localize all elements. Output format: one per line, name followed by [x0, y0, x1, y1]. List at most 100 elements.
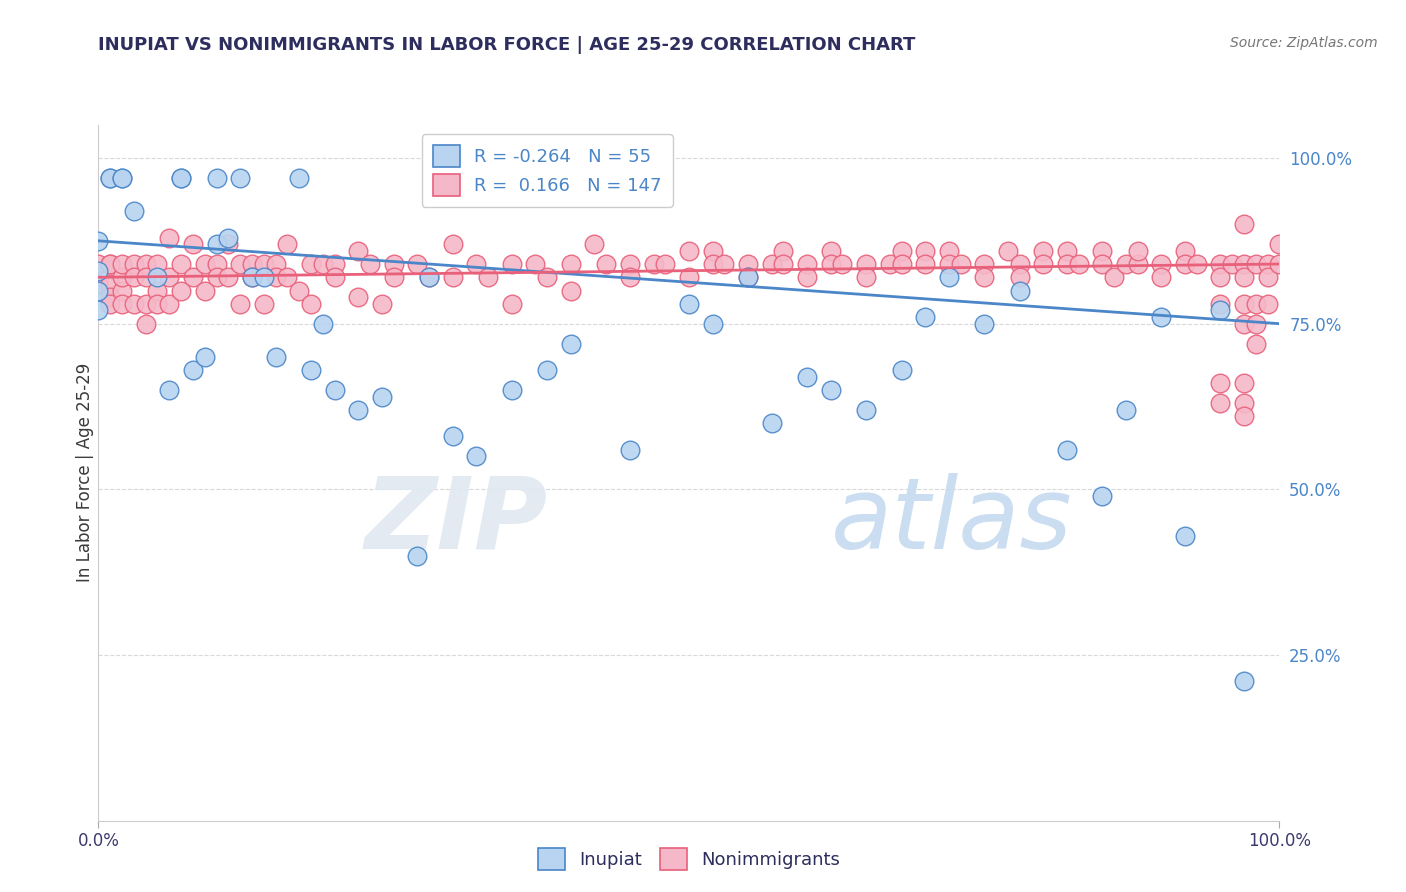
Point — [111, 170, 134, 185]
Text: atlas: atlas — [831, 473, 1073, 570]
Point — [359, 257, 381, 271]
Point — [157, 297, 180, 311]
Point — [1244, 257, 1267, 271]
Point — [194, 284, 217, 298]
Point — [772, 257, 794, 271]
Point — [87, 303, 110, 318]
Point — [1126, 244, 1149, 258]
Point — [536, 363, 558, 377]
Point — [477, 270, 499, 285]
Point — [973, 270, 995, 285]
Point — [371, 390, 394, 404]
Point — [240, 270, 263, 285]
Point — [157, 383, 180, 397]
Point — [98, 290, 121, 304]
Point — [157, 230, 180, 244]
Point — [323, 270, 346, 285]
Point — [560, 257, 582, 271]
Point — [194, 350, 217, 364]
Point — [796, 270, 818, 285]
Point — [1233, 317, 1256, 331]
Point — [619, 270, 641, 285]
Text: ZIP: ZIP — [364, 473, 547, 570]
Point — [122, 204, 145, 219]
Point — [1150, 310, 1173, 324]
Point — [122, 257, 145, 271]
Point — [772, 244, 794, 258]
Point — [299, 297, 322, 311]
Point — [135, 257, 157, 271]
Point — [465, 257, 488, 271]
Point — [323, 257, 346, 271]
Point — [1233, 674, 1256, 689]
Point — [135, 297, 157, 311]
Point — [465, 449, 488, 463]
Point — [146, 297, 169, 311]
Point — [253, 257, 276, 271]
Point — [87, 234, 110, 248]
Point — [938, 244, 960, 258]
Point — [737, 270, 759, 285]
Point — [702, 257, 724, 271]
Point — [1220, 257, 1243, 271]
Point — [371, 297, 394, 311]
Point — [87, 263, 110, 277]
Point — [1067, 257, 1090, 271]
Point — [217, 230, 239, 244]
Point — [194, 257, 217, 271]
Point — [820, 257, 842, 271]
Point — [914, 310, 936, 324]
Point — [678, 244, 700, 258]
Point — [560, 284, 582, 298]
Point — [1209, 376, 1232, 391]
Point — [1209, 270, 1232, 285]
Point — [619, 257, 641, 271]
Point — [1115, 257, 1137, 271]
Point — [170, 170, 193, 185]
Point — [1056, 257, 1078, 271]
Point — [1209, 257, 1232, 271]
Point — [382, 257, 405, 271]
Point — [87, 277, 110, 291]
Point — [323, 383, 346, 397]
Point — [1150, 270, 1173, 285]
Point — [170, 284, 193, 298]
Point — [855, 402, 877, 417]
Point — [890, 363, 912, 377]
Point — [229, 170, 252, 185]
Point — [654, 257, 676, 271]
Point — [288, 170, 311, 185]
Point — [761, 257, 783, 271]
Point — [997, 244, 1019, 258]
Point — [855, 257, 877, 271]
Point — [418, 270, 440, 285]
Point — [111, 270, 134, 285]
Point — [253, 297, 276, 311]
Point — [122, 270, 145, 285]
Point — [264, 257, 287, 271]
Point — [264, 270, 287, 285]
Point — [1091, 489, 1114, 503]
Point — [1209, 297, 1232, 311]
Y-axis label: In Labor Force | Age 25-29: In Labor Force | Age 25-29 — [76, 363, 94, 582]
Point — [879, 257, 901, 271]
Point — [146, 257, 169, 271]
Point — [347, 290, 370, 304]
Point — [1233, 217, 1256, 231]
Point — [135, 317, 157, 331]
Point — [98, 257, 121, 271]
Point — [973, 317, 995, 331]
Point — [111, 284, 134, 298]
Point — [1008, 257, 1031, 271]
Point — [501, 257, 523, 271]
Legend: Inupiat, Nonimmigrants: Inupiat, Nonimmigrants — [530, 841, 848, 878]
Point — [111, 257, 134, 271]
Point — [737, 257, 759, 271]
Point — [713, 257, 735, 271]
Point — [276, 237, 298, 252]
Text: INUPIAT VS NONIMMIGRANTS IN LABOR FORCE | AGE 25-29 CORRELATION CHART: INUPIAT VS NONIMMIGRANTS IN LABOR FORCE … — [98, 36, 915, 54]
Point — [181, 237, 204, 252]
Point — [418, 270, 440, 285]
Point — [170, 170, 193, 185]
Point — [217, 270, 239, 285]
